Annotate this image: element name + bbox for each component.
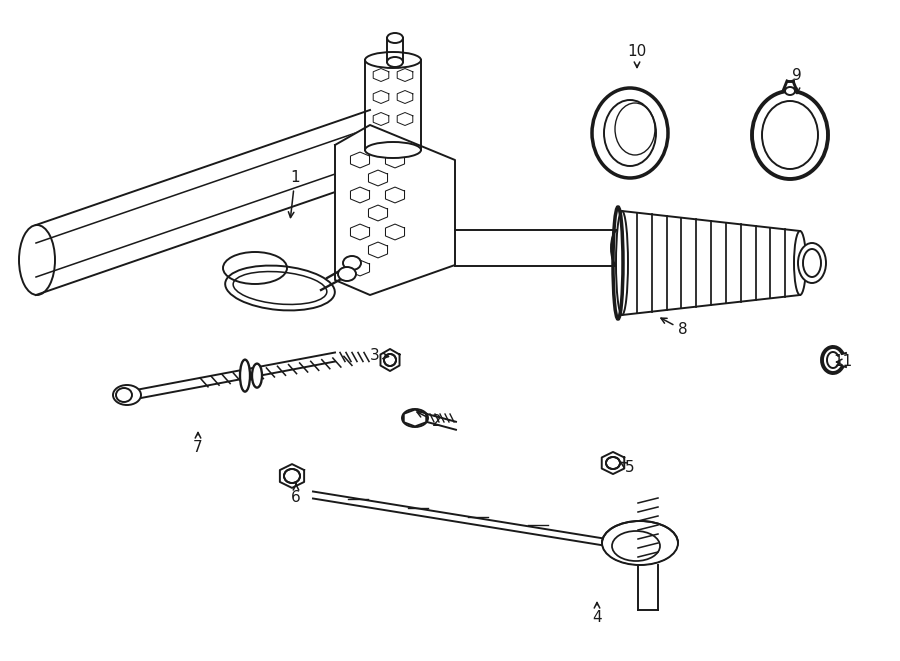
Ellipse shape — [387, 57, 403, 67]
Ellipse shape — [402, 409, 428, 427]
Ellipse shape — [113, 385, 141, 405]
Ellipse shape — [284, 469, 300, 483]
Ellipse shape — [616, 211, 628, 315]
Ellipse shape — [752, 91, 828, 179]
Text: 5: 5 — [620, 461, 634, 475]
Ellipse shape — [365, 52, 421, 68]
Text: 10: 10 — [627, 44, 646, 67]
Text: 4: 4 — [592, 602, 602, 625]
Ellipse shape — [785, 87, 795, 95]
Ellipse shape — [387, 33, 403, 43]
Text: 9: 9 — [792, 67, 802, 93]
Ellipse shape — [365, 142, 421, 158]
Text: 8: 8 — [661, 318, 688, 338]
Text: 3: 3 — [370, 348, 389, 362]
Polygon shape — [335, 125, 455, 295]
Ellipse shape — [602, 521, 678, 565]
Ellipse shape — [252, 364, 262, 387]
Ellipse shape — [19, 225, 55, 295]
Text: 2: 2 — [417, 412, 442, 430]
Ellipse shape — [592, 88, 668, 178]
Ellipse shape — [798, 243, 826, 283]
Ellipse shape — [384, 354, 396, 366]
Text: 11: 11 — [833, 354, 852, 369]
Ellipse shape — [606, 457, 620, 469]
Text: 1: 1 — [288, 171, 300, 217]
Ellipse shape — [338, 267, 356, 281]
Ellipse shape — [611, 230, 625, 266]
Ellipse shape — [794, 231, 806, 295]
Text: 7: 7 — [194, 432, 202, 455]
Text: 6: 6 — [291, 484, 301, 504]
Ellipse shape — [343, 256, 361, 270]
Ellipse shape — [240, 360, 250, 391]
